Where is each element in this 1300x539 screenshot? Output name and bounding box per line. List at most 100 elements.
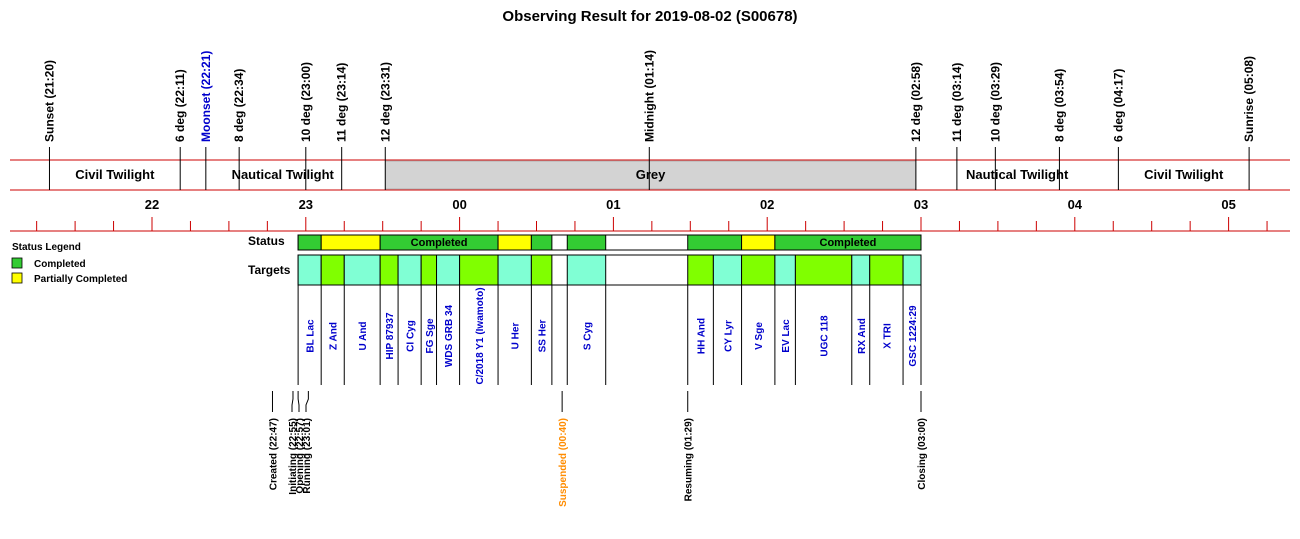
event-label-created-22-47: Created (22:47) <box>268 418 279 490</box>
target-bar-cy-lyr <box>712 254 743 286</box>
band-2-fill <box>384 160 917 190</box>
target-bar-v-sge <box>741 254 776 286</box>
event-label-opening-22-57: Opening (22:57) <box>295 418 306 494</box>
target-label-cy-lyr: CY Lyr <box>723 320 734 352</box>
hour-label-00: 00 <box>452 197 466 212</box>
target-label-ss-her: SS Her <box>538 319 549 352</box>
target-bar-ss-her <box>530 254 553 286</box>
top-marker-label-8-deg-22-34: 8 deg (22:34) <box>232 69 246 142</box>
target-bar-ugc-118 <box>794 254 853 286</box>
top-marker-label-midnight-01-14: Midnight (01:14) <box>642 50 656 142</box>
hour-label-02: 02 <box>760 197 774 212</box>
band-label-nautical-twilight: Nautical Twilight <box>232 167 335 182</box>
event-line-running-23-01 <box>305 391 309 412</box>
target-label-u-and: U And <box>358 321 369 350</box>
legend-swatch-completed <box>11 257 23 269</box>
legend-title: Status Legend <box>12 242 81 253</box>
target-label-v-sge: V Sge <box>754 322 765 350</box>
top-marker-label-sunset-21-20: Sunset (21:20) <box>42 60 56 142</box>
legend-label-partial: Partially Completed <box>34 274 127 285</box>
event-markers: Created (22:47) Initiating (22:55)Opening… <box>268 391 928 507</box>
target-label-hip-87937: HIP 87937 <box>385 312 396 360</box>
target-label-c-2018-y1-iwamoto: C/2018 Y1 (Iwamoto) <box>475 287 486 384</box>
target-label-ci-cyg: CI Cyg <box>406 320 417 352</box>
status-block-label-8: Completed <box>820 237 877 249</box>
target-bar-fg-sge <box>420 254 438 286</box>
target-bar-rx-and <box>851 254 871 286</box>
target-label-z-and: Z And <box>329 322 340 350</box>
target-bar-c-2018-y1-iwamoto <box>459 254 499 286</box>
targets-row: BL Lac Z And U And HIP 87937 CI Cyg FG Sge WDS… <box>297 254 922 385</box>
target-bar-ev-lac <box>774 254 796 286</box>
target-bar-z-and <box>320 254 345 286</box>
band-label-nautical-twilight: Nautical Twilight <box>966 167 1069 182</box>
gridlines <box>10 159 1290 232</box>
hour-label-05: 05 <box>1221 197 1235 212</box>
top-marker-label-sunrise-05-08: Sunrise (05:08) <box>1242 56 1256 142</box>
target-bar-gsc-1224-29 <box>902 254 922 286</box>
event-label-running-23-01: Running (23:01) <box>302 418 313 494</box>
status-legend: Status Legend Completed Partially Comple… <box>11 242 127 285</box>
hour-label-23: 23 <box>299 197 313 212</box>
top-marker-label-12-deg-02-58: 12 deg (02:58) <box>909 62 923 142</box>
event-line-opening-22-57 <box>297 391 300 412</box>
hour-label-03: 03 <box>914 197 928 212</box>
target-bar-u-her <box>497 254 532 286</box>
event-label-closing-03-00: Closing (03:00) <box>917 418 928 490</box>
hour-axis: 22 23 00 01 02 03 04 05 <box>36 197 1268 231</box>
status-block-8 <box>774 234 922 251</box>
target-label-ugc-118: UGC 118 <box>820 315 831 357</box>
status-block-4 <box>530 234 553 251</box>
target-bar-ci-cyg <box>397 254 422 286</box>
top-marker-label-8-deg-03-54: 8 deg (03:54) <box>1052 69 1066 142</box>
chart-title: Observing Result for 2019-08-02 (S00678) <box>502 8 797 25</box>
target-bar-s-cyg <box>566 254 607 286</box>
event-line-initiating-22-55 <box>291 391 294 412</box>
hour-label-01: 01 <box>606 197 620 212</box>
legend-swatch-partial <box>11 272 23 284</box>
band-label-grey: Grey <box>636 167 666 182</box>
legend-label-completed: Completed <box>34 259 86 270</box>
target-label-s-cyg: S Cyg <box>582 322 593 350</box>
target-label-hh-and: HH And <box>697 318 708 354</box>
top-marker-label-11-deg-03-14: 11 deg (03:14) <box>950 63 964 142</box>
target-label-wds-grb-34: WDS GRB 34 <box>444 304 455 367</box>
top-markers: Sunset (21:20) 6 deg (22:11) Moonset (22:2… <box>42 50 1256 190</box>
status-block-1 <box>320 234 381 251</box>
targets-row-label: Targets <box>248 263 291 277</box>
target-label-x-tri: X TRI <box>882 323 893 349</box>
target-label-rx-and: RX And <box>857 318 868 354</box>
band-label-civil-twilight: Civil Twilight <box>1144 167 1224 182</box>
hour-label-04: 04 <box>1068 197 1083 212</box>
top-marker-label-6-deg-22-11: 6 deg (22:11) <box>173 69 187 142</box>
target-bar-x-tri <box>869 254 904 286</box>
target-label-ev-lac: EV Lac <box>781 319 792 353</box>
target-bar-hip-87937 <box>379 254 399 286</box>
twilight-bands: Civil Twilight Nautical Twilight Grey Nauti… <box>75 160 1224 190</box>
status-row: Completed Completed <box>297 234 922 251</box>
target-label-gsc-1224-29: GSC 1224:29 <box>908 305 919 367</box>
target-bar-hh-and <box>687 254 714 286</box>
top-marker-label-11-deg-23-14: 11 deg (23:14) <box>335 63 349 142</box>
top-marker-label-10-deg-23-00: 10 deg (23:00) <box>299 62 313 142</box>
band-label-civil-twilight: Civil Twilight <box>75 167 155 182</box>
status-block-3 <box>497 234 532 251</box>
status-block-6 <box>687 234 743 251</box>
top-marker-label-12-deg-23-31: 12 deg (23:31) <box>378 62 392 142</box>
status-row-label: Status <box>248 234 285 248</box>
top-marker-label-10-deg-03-29: 10 deg (03:29) <box>988 62 1002 142</box>
target-label-bl-lac: BL Lac <box>306 319 317 353</box>
status-block-7 <box>741 234 776 251</box>
target-label-fg-sge: FG Sge <box>425 318 436 353</box>
status-block-0 <box>297 234 322 251</box>
event-label-initiating-22-55: Initiating (22:55) <box>288 418 299 495</box>
target-bar-bl-lac <box>297 254 322 286</box>
event-label-suspended-00-40: Suspended (00:40) <box>558 418 569 507</box>
status-block-label-2: Completed <box>411 237 468 249</box>
target-bar-wds-grb-34 <box>436 254 461 286</box>
top-marker-label-moonset-22-21: Moonset (22:21) <box>199 51 213 142</box>
hour-label-22: 22 <box>145 197 159 212</box>
top-marker-label-6-deg-04-17: 6 deg (04:17) <box>1111 69 1125 142</box>
